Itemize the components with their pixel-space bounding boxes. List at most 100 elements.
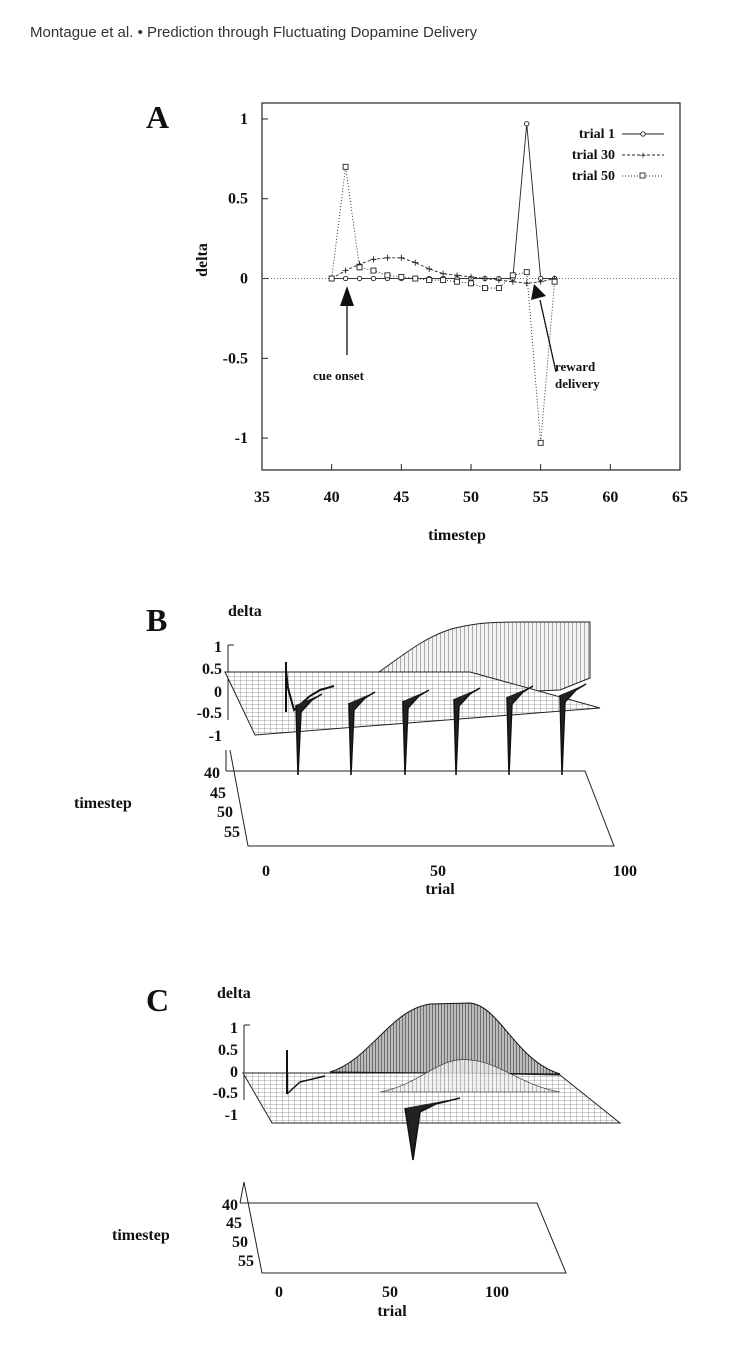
y-tick-label: -1: [235, 430, 248, 447]
reward-delivery-label-line1: reward: [555, 359, 596, 374]
svg-text:55: 55: [224, 824, 240, 841]
svg-text:+: +: [640, 148, 647, 162]
y-tick-label: -0.5: [223, 350, 248, 367]
data-point: [370, 275, 377, 282]
svg-text:55: 55: [238, 1253, 254, 1270]
negative-spike: [506, 685, 534, 776]
y-tick-label: 0: [240, 271, 248, 288]
svg-text:-1: -1: [225, 1107, 238, 1124]
annotation-reward-delivery: reward delivery: [531, 284, 600, 391]
series-line-trial-1: [331, 123, 555, 279]
data-point: [440, 277, 447, 284]
negative-spike: [559, 683, 587, 776]
plot-c-hump: [329, 1002, 561, 1075]
svg-text:0: 0: [262, 863, 270, 880]
x-tick-label: 35: [254, 489, 270, 506]
svg-text:-0.5: -0.5: [197, 705, 222, 722]
data-point: [495, 277, 502, 284]
data-point: [426, 265, 433, 272]
plot-a-frame: [261, 102, 681, 471]
data-point: [523, 280, 530, 287]
negative-spike: [295, 693, 323, 776]
plot-c-ylabel: timestep: [112, 1227, 170, 1244]
plot-a-xlabel: timestep: [428, 527, 486, 544]
plot-a-legend: trial 1 trial 30 + trial 50: [572, 127, 664, 184]
svg-text:1: 1: [230, 1020, 238, 1037]
svg-text:0.5: 0.5: [202, 661, 222, 678]
plot-c-zlabel: delta: [217, 985, 251, 1002]
data-point: [384, 254, 391, 261]
running-header: Montague et al. • Prediction through Flu…: [30, 24, 478, 41]
svg-text:100: 100: [613, 863, 637, 880]
panel-label-a: A: [146, 99, 169, 135]
data-point: [412, 259, 419, 266]
data-point: [537, 439, 544, 446]
data-point: [468, 280, 474, 287]
x-tick-label: 60: [602, 489, 618, 506]
svg-text:-0.5: -0.5: [213, 1085, 238, 1102]
data-point: [481, 285, 488, 292]
plot-b-zlabel: delta: [228, 603, 262, 620]
y-tick-label: 1: [240, 111, 248, 128]
data-point: [342, 163, 349, 170]
negative-spike: [453, 687, 481, 776]
svg-text:50: 50: [382, 1284, 398, 1301]
svg-text:-1: -1: [209, 728, 222, 745]
data-point: [481, 275, 488, 282]
series-line-trial-30: [331, 257, 555, 284]
data-point: [342, 267, 349, 274]
plot-a-ticks: 35 40 45 50 55 60 65 1 0.5 0 -0.5 -1: [223, 111, 688, 506]
y-tick-label: 0.5: [228, 191, 248, 208]
plot-b-xlabel: trial: [425, 881, 455, 898]
x-tick-label: 45: [393, 489, 409, 506]
plot-a-ylabel: delta: [194, 243, 211, 277]
svg-text:40: 40: [222, 1197, 238, 1214]
svg-text:0: 0: [275, 1284, 283, 1301]
panel-b: B delta 1 0.5 0 -0.5 -1 40 45 50 55 time…: [74, 602, 637, 898]
data-point: [524, 121, 530, 127]
svg-text:45: 45: [226, 1215, 242, 1232]
x-tick-label: 50: [463, 489, 479, 506]
data-point: [412, 275, 419, 282]
data-point: [384, 272, 391, 279]
data-point: [454, 272, 461, 279]
negative-spike: [348, 691, 376, 776]
panel-c: C delta 1 0.5 0 -0.5 -1 40 45 50 55 time…: [112, 982, 622, 1320]
svg-text:50: 50: [217, 804, 233, 821]
data-point: [454, 278, 461, 285]
svg-text:40: 40: [204, 765, 220, 782]
reward-delivery-label-line2: delivery: [555, 376, 600, 391]
plot-c-negative-spike: [404, 1097, 461, 1161]
negative-spike: [402, 689, 430, 776]
data-point: [370, 267, 377, 274]
annotation-cue-onset: cue onset: [313, 286, 365, 383]
svg-text:50: 50: [430, 863, 446, 880]
svg-text:0: 0: [230, 1064, 238, 1081]
data-point: [509, 278, 516, 285]
svg-text:45: 45: [210, 785, 226, 802]
panel-label-b: B: [146, 602, 167, 638]
cue-onset-label: cue onset: [313, 368, 365, 383]
data-point: [426, 277, 433, 284]
data-point: [398, 273, 405, 280]
data-point: [356, 275, 363, 282]
svg-text:0.5: 0.5: [218, 1042, 238, 1059]
svg-text:1: 1: [214, 639, 222, 656]
data-point: [551, 278, 558, 285]
data-point: [495, 285, 502, 292]
plot-a-series: [328, 121, 558, 446]
data-point: [328, 275, 335, 282]
panel-a: A 35 40 45 50 55 60 65 1 0.5 0 -0.5 -1 delta timest…: [146, 99, 688, 544]
data-point: [370, 256, 377, 263]
data-point: [537, 278, 544, 285]
data-point: [523, 269, 530, 276]
series-line-trial-50: [331, 166, 556, 443]
data-point: [468, 273, 474, 280]
plot-b-negative-spikes: [295, 683, 587, 776]
svg-text:50: 50: [232, 1234, 248, 1251]
plot-b-ylabel: timestep: [74, 795, 132, 812]
svg-text:100: 100: [485, 1284, 509, 1301]
legend-entry-trial-1: trial 1: [579, 127, 615, 142]
data-point: [356, 264, 363, 271]
data-point: [440, 270, 447, 277]
